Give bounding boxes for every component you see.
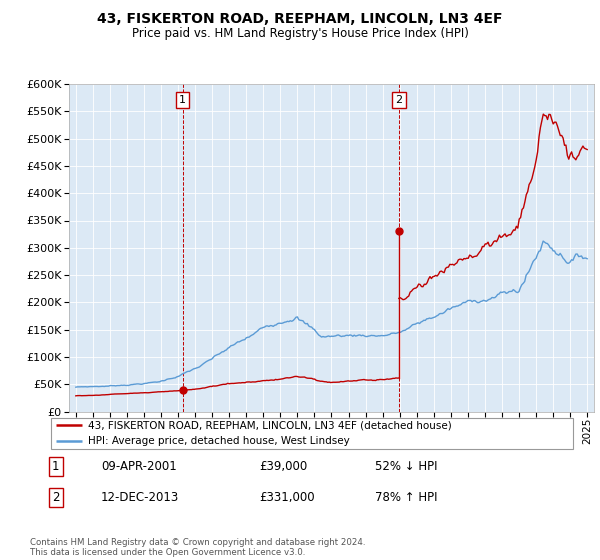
Text: HPI: Average price, detached house, West Lindsey: HPI: Average price, detached house, West… — [88, 436, 349, 446]
Text: £331,000: £331,000 — [259, 491, 315, 504]
Text: 2: 2 — [395, 95, 403, 105]
Text: 78% ↑ HPI: 78% ↑ HPI — [376, 491, 438, 504]
Text: 1: 1 — [52, 460, 59, 473]
Text: 2: 2 — [52, 491, 59, 504]
Text: Contains HM Land Registry data © Crown copyright and database right 2024.
This d: Contains HM Land Registry data © Crown c… — [30, 538, 365, 557]
Text: 09-APR-2001: 09-APR-2001 — [101, 460, 176, 473]
Text: 52% ↓ HPI: 52% ↓ HPI — [376, 460, 438, 473]
Text: 43, FISKERTON ROAD, REEPHAM, LINCOLN, LN3 4EF (detached house): 43, FISKERTON ROAD, REEPHAM, LINCOLN, LN… — [88, 421, 451, 431]
Text: Price paid vs. HM Land Registry's House Price Index (HPI): Price paid vs. HM Land Registry's House … — [131, 27, 469, 40]
Text: 12-DEC-2013: 12-DEC-2013 — [101, 491, 179, 504]
Text: 1: 1 — [179, 95, 186, 105]
Text: 43, FISKERTON ROAD, REEPHAM, LINCOLN, LN3 4EF: 43, FISKERTON ROAD, REEPHAM, LINCOLN, LN… — [97, 12, 503, 26]
FancyBboxPatch shape — [50, 418, 574, 449]
Text: £39,000: £39,000 — [259, 460, 307, 473]
